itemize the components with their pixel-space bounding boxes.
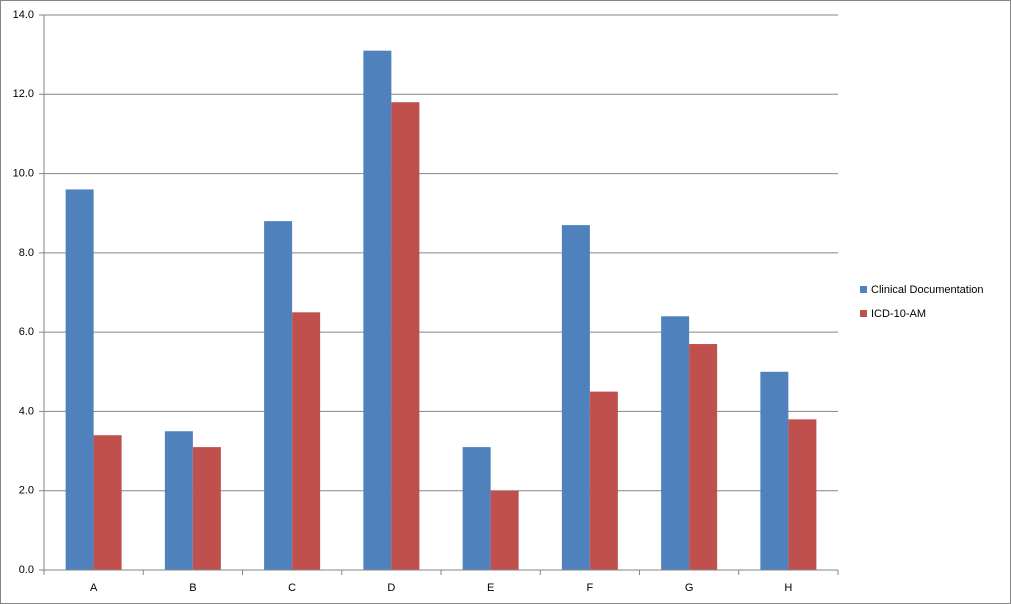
bar xyxy=(462,447,491,570)
legend-swatch xyxy=(860,286,867,293)
legend-label: Clinical Documentation xyxy=(871,284,984,296)
y-tick-label: 14.0 xyxy=(13,9,34,21)
x-tick-label: F xyxy=(587,582,594,594)
x-tick-label: H xyxy=(784,582,792,594)
bar xyxy=(589,391,618,570)
x-tick-label: D xyxy=(387,582,395,594)
bar xyxy=(689,344,718,570)
bar xyxy=(490,490,519,570)
x-tick-label: G xyxy=(685,582,694,594)
bar xyxy=(264,221,293,570)
bar xyxy=(93,435,122,570)
legend-swatch xyxy=(860,310,867,317)
y-tick-label: 10.0 xyxy=(13,167,34,179)
x-tick-label: B xyxy=(189,582,196,594)
bar xyxy=(561,225,590,570)
bar xyxy=(760,371,789,570)
y-tick-label: 4.0 xyxy=(19,405,34,417)
bar xyxy=(192,447,221,570)
legend-label: ICD-10-AM xyxy=(871,308,926,320)
x-tick-label: E xyxy=(487,582,494,594)
bar xyxy=(65,189,94,570)
bar xyxy=(391,102,420,570)
x-tick-label: A xyxy=(90,582,98,594)
y-tick-label: 12.0 xyxy=(13,88,34,100)
y-tick-label: 8.0 xyxy=(19,247,34,259)
bar xyxy=(788,419,817,570)
y-tick-label: 2.0 xyxy=(19,485,34,497)
bar xyxy=(292,312,321,570)
bar xyxy=(164,431,193,570)
bar xyxy=(363,50,392,570)
x-tick-label: C xyxy=(288,582,296,594)
y-tick-label: 0.0 xyxy=(19,564,34,576)
y-tick-label: 6.0 xyxy=(19,326,34,338)
bar xyxy=(661,316,690,570)
